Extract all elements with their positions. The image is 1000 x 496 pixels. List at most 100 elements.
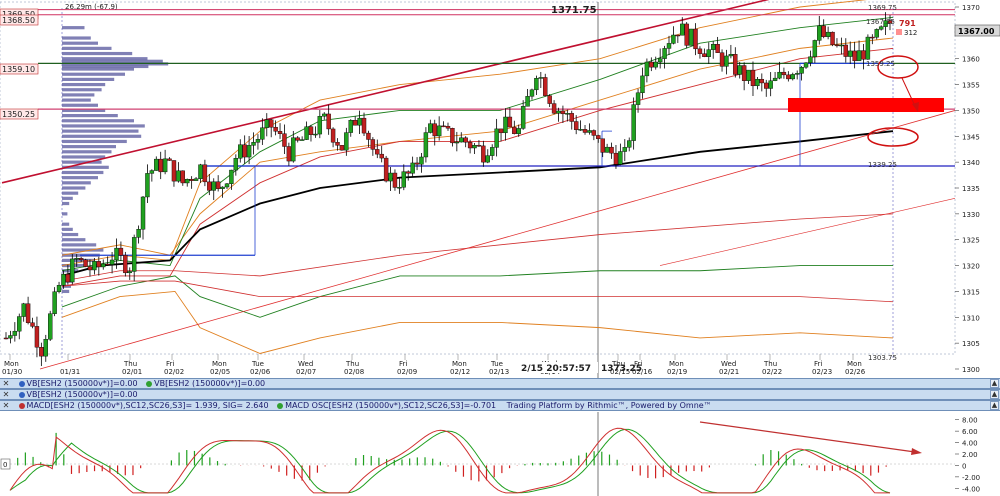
candle-body	[162, 158, 168, 173]
x-date-label: 02/21	[719, 368, 739, 376]
candle-body	[781, 71, 787, 76]
candle-body	[657, 58, 663, 63]
profile-bar	[62, 103, 98, 107]
candle-body	[233, 158, 239, 171]
x-date-label: 02/07	[296, 368, 316, 376]
candle-body	[375, 149, 380, 155]
candle-body	[724, 55, 729, 67]
candle-body	[96, 261, 102, 268]
candle-body	[167, 158, 172, 161]
candle-body	[83, 259, 88, 267]
x-day-label: Mon	[847, 360, 862, 368]
macd-chart[interactable]: 8.00 6.00 4.00 2.00 0 -2.00 -4.00 0	[0, 412, 1000, 496]
x-date-label: 02/19	[667, 368, 687, 376]
x-day-label: Tue	[251, 360, 264, 368]
candle-body	[640, 75, 645, 94]
profile-bar	[62, 176, 98, 180]
candle-body	[34, 326, 40, 348]
range-text: 26.29m (-67.9)	[65, 3, 118, 11]
x-date-label: 01/30	[2, 368, 22, 376]
candle-body	[3, 337, 9, 340]
profile-bar	[62, 82, 106, 87]
candle-body	[282, 133, 287, 147]
series-swatch-icon	[18, 402, 25, 409]
candle-body	[733, 54, 738, 75]
candle-body	[140, 196, 146, 230]
annotation-red-box	[788, 98, 944, 112]
y-tick-label: 1320	[962, 263, 980, 271]
candle-body	[635, 92, 641, 105]
candle-body	[569, 113, 574, 122]
profile-bar	[62, 201, 70, 206]
close-icon[interactable]: ✕	[2, 401, 10, 410]
y-tick-label: 1300	[962, 366, 980, 374]
scroll-arrow-icon[interactable]: ▲	[990, 379, 999, 388]
vb1-label-a: VB[ESH2 (150000v*)]=0.00	[26, 379, 138, 388]
macd-trend-arrow-head	[911, 448, 922, 455]
upper-band-orange-outer	[61, 0, 868, 267]
profile-bar	[62, 134, 142, 138]
vwap-line	[61, 130, 894, 277]
x-day-label: Wed	[721, 360, 736, 368]
candle-body	[790, 74, 795, 80]
candle-body	[189, 178, 194, 181]
candle-body	[490, 147, 495, 156]
panel-bar-vb2[interactable]: ✕ VB[ESH2 (150000v*)]=0.00 ▲	[0, 389, 1000, 400]
candle-body	[861, 50, 866, 60]
y-tick-label: 1310	[962, 314, 980, 322]
profile-bar	[62, 155, 106, 159]
macd-tick-label: 0	[962, 462, 966, 470]
profile-bar	[62, 67, 134, 71]
channel-lower-line	[39, 110, 956, 370]
candle-body	[335, 142, 340, 146]
candle-body	[596, 135, 601, 139]
candle-body	[578, 129, 583, 131]
candle-body	[317, 116, 323, 135]
candle-body	[680, 23, 685, 36]
y-tick-label: 1335	[962, 185, 980, 193]
y-tick-label: 1345	[962, 133, 980, 141]
close-icon[interactable]: ✕	[2, 379, 10, 388]
candle-body	[202, 164, 208, 183]
candle-body	[304, 126, 309, 140]
lower-band-orange	[61, 290, 894, 354]
panel-bar-macd[interactable]: ✕ MACD[ESH2 (150000v*),SC12,SC26,S3]= 1.…	[0, 400, 1000, 411]
candle-body	[887, 20, 893, 24]
y-tick-label: 1305	[962, 340, 980, 348]
candle-body	[560, 110, 566, 115]
x-day-label: Fri	[634, 360, 642, 368]
macd-label-a: MACD[ESH2 (150000v*),SC12,SC26,S3]= 1.93…	[26, 401, 269, 410]
candle-body	[711, 44, 716, 50]
candle-body	[118, 247, 124, 256]
scroll-arrow-icon[interactable]: ▲	[990, 401, 999, 410]
candle-body	[419, 156, 424, 165]
x-date-label: 02/06	[250, 368, 271, 376]
candle-body	[759, 78, 765, 84]
x-day-label: Mon	[212, 360, 227, 368]
candle-body	[56, 285, 62, 292]
close-icon[interactable]: ✕	[2, 390, 10, 399]
price-chart[interactable]: 1300 1305 1310 1315 1320 1325 1330 1335 1340 1345…	[0, 0, 1000, 378]
series-swatch-icon	[18, 391, 25, 398]
panel-bar-vb1[interactable]: ✕ VB[ESH2 (150000v*)]=0.00 VB[ESH2 (1500…	[0, 378, 1000, 389]
candle-body	[481, 145, 486, 163]
upper-band-red	[61, 47, 894, 287]
crosshair-readout: 2/15 20:57:57 1373.25	[520, 362, 642, 374]
candle-body	[618, 151, 623, 165]
candlesticks	[3, 12, 893, 367]
series-swatch-icon	[277, 402, 284, 409]
candle-body	[185, 178, 190, 184]
candle-body	[746, 69, 751, 81]
candle-body	[344, 132, 349, 151]
candle-body	[631, 104, 636, 141]
x-date-label: 02/05	[210, 368, 230, 376]
x-date-label: 02/01	[122, 368, 142, 376]
candle-body	[476, 144, 482, 147]
candle-body	[472, 144, 477, 149]
scroll-arrow-icon[interactable]: ▲	[990, 390, 999, 399]
candle-body	[136, 229, 141, 238]
candle-body	[834, 44, 840, 47]
x-day-label: Mon	[452, 360, 467, 368]
x-date-label: 01/31	[60, 368, 80, 376]
